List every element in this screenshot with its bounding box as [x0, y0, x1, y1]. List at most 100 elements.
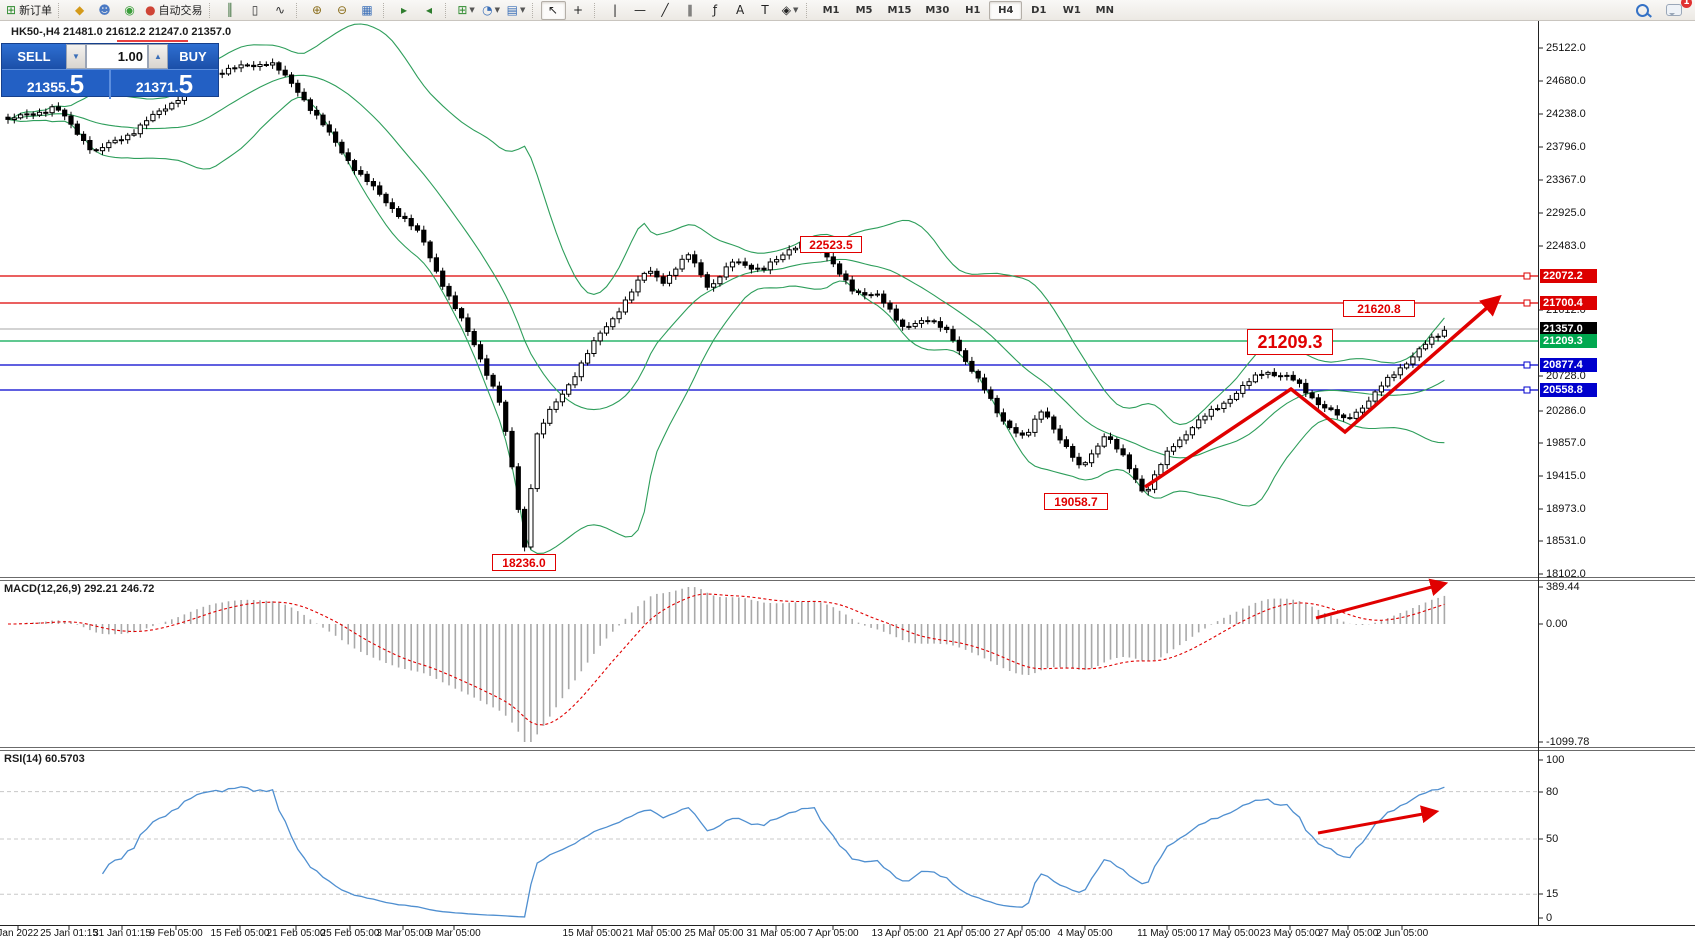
chart-shift-button[interactable]: ◂: [417, 1, 442, 20]
rsi-arrow[interactable]: [1317, 805, 1440, 835]
text-button[interactable]: A: [728, 1, 753, 20]
buy-price[interactable]: 21371. 5: [111, 70, 218, 99]
timeframe-button-m5[interactable]: M5: [855, 4, 873, 16]
bar-chart-button[interactable]: ║: [218, 1, 243, 20]
timeframe-button-mn[interactable]: MN: [1095, 4, 1114, 16]
trendline-button[interactable]: ╱: [653, 1, 678, 20]
toolbar-separator: [531, 2, 537, 18]
annotation-label[interactable]: 21209.3: [1247, 329, 1333, 355]
volume-input[interactable]: [87, 45, 147, 68]
search-button[interactable]: [1630, 1, 1655, 20]
profiles-button[interactable]: ☻: [92, 1, 117, 20]
price-tick-label: 18973.0: [1546, 503, 1586, 515]
sell-price-big-digit: 5: [69, 69, 85, 99]
volume-decrease-button[interactable]: ▼: [66, 44, 86, 69]
macd-signal-line: [8, 593, 1445, 726]
timeframe-button-m15[interactable]: M15: [887, 4, 912, 16]
market-watch-button[interactable]: ◉: [117, 1, 142, 20]
time-axis-label: 7 Apr 05:00: [807, 928, 859, 939]
text-label-button[interactable]: T: [753, 1, 778, 20]
time-axis-label: 31 Jan 01:15: [93, 928, 151, 939]
annotation-label[interactable]: 18236.0: [492, 554, 556, 571]
macd-arrow[interactable]: [1315, 578, 1449, 620]
price-tick-label: 19857.0: [1546, 437, 1586, 449]
timeframe-button-h1[interactable]: H1: [965, 4, 981, 16]
bars-icon: ║: [226, 2, 234, 17]
new-order-button[interactable]: ⊞ 新订单: [3, 1, 55, 20]
hline-icon: —: [634, 2, 647, 17]
textA-icon: A: [735, 2, 745, 17]
crosshair-button[interactable]: +: [566, 1, 591, 20]
panel-frame: [0, 21, 1695, 926]
time-axis-label: 25 Jan 01:15: [40, 928, 98, 939]
notification-badge: 1: [1681, 0, 1692, 8]
line-chart-button[interactable]: ∿: [268, 1, 293, 20]
timeframe-button-m1[interactable]: M1: [822, 4, 840, 16]
horizontal-line-button[interactable]: —: [628, 1, 653, 20]
candles-icon: ▯: [251, 2, 259, 17]
time-axis-label: 15 Feb 05:00: [210, 928, 270, 939]
timeframe-button-h4[interactable]: H4: [989, 0, 1023, 20]
buy-button[interactable]: BUY: [168, 44, 218, 69]
price-level-tag: 21209.3: [1540, 334, 1597, 348]
rsi-tick-label: 0: [1546, 912, 1553, 924]
rsi-tick-label: 50: [1546, 833, 1559, 845]
annotation-label[interactable]: 19058.7: [1044, 493, 1108, 510]
time-axis-label: 13 Apr 05:00: [871, 928, 929, 939]
macd-tick-label: 0.00: [1546, 618, 1568, 630]
cursor-icon: ↖: [548, 2, 559, 17]
price-tick-label: 23796.0: [1546, 141, 1586, 153]
chat-bubble-icon: [1665, 4, 1682, 16]
indicators-button[interactable]: ⊞ ▼: [454, 1, 479, 20]
auto-scroll-button[interactable]: ▸: [392, 1, 417, 20]
time-axis-label: 15 Mar 05:00: [562, 928, 622, 939]
price-tick-label: 24680.0: [1546, 75, 1586, 87]
tile-windows-button[interactable]: ▦: [355, 1, 380, 20]
price-tick-label: 20286.0: [1546, 405, 1586, 417]
one-click-trading-panel: SELL ▼ ▲ BUY 21355.5 21371.5: [1, 43, 219, 99]
timeframe-button-w1[interactable]: W1: [1062, 4, 1081, 16]
time-axis-label: 21 Mar 05:00: [622, 928, 682, 939]
template-icon: ▤: [506, 2, 519, 17]
candle-chart-button[interactable]: ▯: [243, 1, 268, 20]
shapes-icon: ◈: [781, 2, 791, 17]
chartshift-icon: ◂: [426, 2, 433, 17]
templates-button[interactable]: ▤ ▼: [504, 1, 529, 20]
bollinger-bands: [7, 23, 1445, 554]
time-axis-label: 27 May 05:00: [1317, 928, 1379, 939]
arrows-button[interactable]: ◈ ▼: [778, 1, 803, 20]
annotation-label[interactable]: 21620.8: [1343, 300, 1415, 317]
main-toolbar: ⊞ 新订单 ◆ ☻ ◉ ● 自动交易 ║ ▯ ∿ ⊕ ⊖ ▦ ▸ ◂ ⊞ ▼ ◔ ▼ ▤ ▼ ↖ + | — ╱ ∥ ƒ A T ◈ ▼ M1 M…: [0, 0, 1695, 21]
auto-trading-button[interactable]: ● 自动交易: [142, 1, 205, 20]
vertical-line-button[interactable]: |: [603, 1, 628, 20]
timeframe-button-m30[interactable]: M30: [925, 4, 950, 16]
time-axis-label: 21 Apr 05:00: [933, 928, 991, 939]
channel-button[interactable]: ∥: [678, 1, 703, 20]
macd-histogram: [13, 587, 1446, 742]
time-axis-label: 31 Mar 05:00: [746, 928, 806, 939]
volume-increase-button[interactable]: ▲: [148, 44, 168, 69]
zoom-in-button[interactable]: ⊕: [305, 1, 330, 20]
periods-button[interactable]: ◔ ▼: [479, 1, 504, 20]
toolbar-button-label: 新订单: [19, 3, 53, 17]
new-chart-button[interactable]: ◆: [67, 1, 92, 20]
annotation-label[interactable]: 22523.5: [800, 236, 862, 253]
line-icon: ∿: [275, 2, 286, 17]
chevron-down-icon: ▼: [494, 5, 500, 14]
time-axis-label: 11 May 05:00: [1137, 928, 1197, 939]
time-axis-label: 25 Mar 05:00: [684, 928, 744, 939]
toolbar-separator: [444, 2, 450, 18]
autotrade-icon: ●: [145, 2, 156, 17]
fibonacci-button[interactable]: ƒ: [703, 1, 728, 20]
cursor-button[interactable]: ↖: [540, 0, 566, 20]
trend-arrow[interactable]: [1144, 294, 1502, 489]
zoom-out-button[interactable]: ⊖: [330, 1, 355, 20]
timeframe-button-d1[interactable]: D1: [1031, 4, 1047, 16]
sell-price[interactable]: 21355. 5: [2, 70, 109, 99]
notifications-button[interactable]: 1: [1661, 0, 1692, 20]
chevron-down-icon: ▼: [469, 5, 475, 14]
price-level-tag: 20877.4: [1540, 358, 1597, 372]
sell-button[interactable]: SELL: [2, 44, 66, 69]
